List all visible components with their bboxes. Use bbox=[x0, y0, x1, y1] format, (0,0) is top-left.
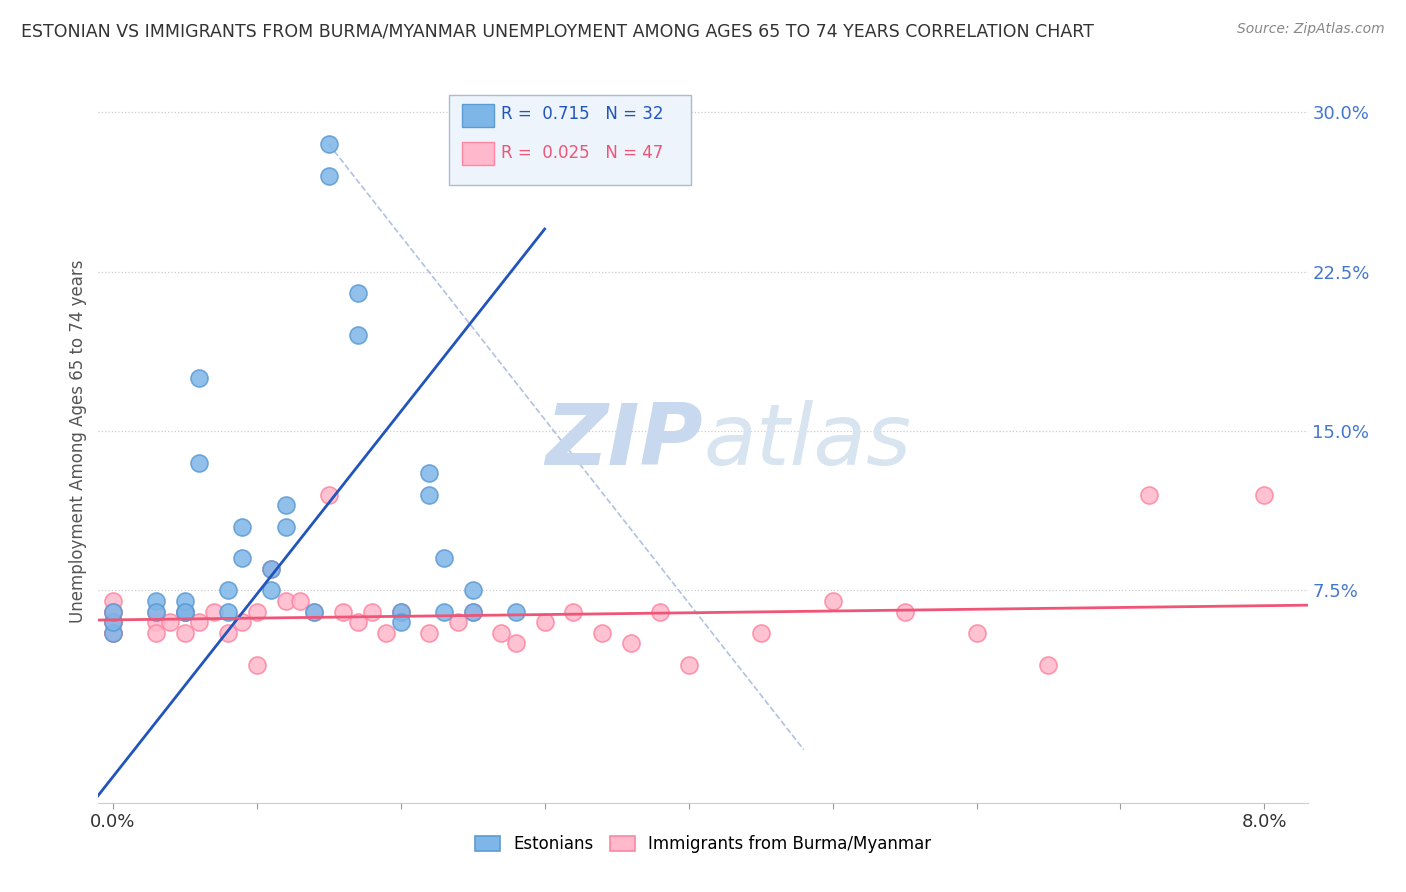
Point bbox=[491, 625, 513, 640]
Point bbox=[447, 615, 470, 630]
Legend: Estonians, Immigrants from Burma/Myanmar: Estonians, Immigrants from Burma/Myanmar bbox=[468, 828, 938, 860]
Point bbox=[145, 605, 167, 619]
Point bbox=[389, 605, 412, 619]
Point bbox=[260, 562, 283, 576]
Point bbox=[145, 615, 167, 630]
Point bbox=[101, 605, 124, 619]
Point bbox=[274, 519, 297, 533]
Point bbox=[231, 615, 253, 630]
Point bbox=[648, 605, 671, 619]
Point bbox=[145, 625, 167, 640]
Point bbox=[188, 371, 211, 385]
Point bbox=[231, 551, 253, 566]
Point bbox=[173, 625, 195, 640]
Point bbox=[966, 625, 988, 640]
Point bbox=[318, 136, 340, 151]
Point bbox=[173, 605, 195, 619]
Text: atlas: atlas bbox=[703, 400, 911, 483]
Point bbox=[101, 625, 124, 640]
Point bbox=[159, 615, 181, 630]
Point bbox=[332, 605, 354, 619]
Point bbox=[101, 605, 124, 619]
Point bbox=[389, 605, 412, 619]
Point bbox=[173, 594, 195, 608]
Point bbox=[260, 583, 283, 598]
Point bbox=[433, 605, 456, 619]
FancyBboxPatch shape bbox=[463, 104, 494, 128]
Point bbox=[217, 625, 239, 640]
Text: Source: ZipAtlas.com: Source: ZipAtlas.com bbox=[1237, 22, 1385, 37]
Y-axis label: Unemployment Among Ages 65 to 74 years: Unemployment Among Ages 65 to 74 years bbox=[69, 260, 87, 624]
Point bbox=[591, 625, 613, 640]
Point bbox=[346, 285, 368, 300]
Point bbox=[1253, 488, 1275, 502]
Point bbox=[101, 594, 124, 608]
Point bbox=[893, 605, 915, 619]
Point bbox=[418, 625, 440, 640]
Point bbox=[433, 551, 456, 566]
Point bbox=[188, 456, 211, 470]
Point bbox=[101, 615, 124, 630]
Point bbox=[389, 615, 412, 630]
Point bbox=[101, 605, 124, 619]
Point bbox=[288, 594, 311, 608]
Point bbox=[461, 583, 484, 598]
Point bbox=[318, 488, 340, 502]
Point bbox=[173, 605, 195, 619]
Point bbox=[145, 605, 167, 619]
Point bbox=[246, 605, 269, 619]
Point bbox=[173, 605, 195, 619]
Point bbox=[101, 625, 124, 640]
Point bbox=[346, 615, 368, 630]
Point bbox=[274, 498, 297, 512]
Point bbox=[188, 615, 211, 630]
Point bbox=[346, 328, 368, 343]
Point bbox=[217, 583, 239, 598]
FancyBboxPatch shape bbox=[449, 95, 690, 185]
Point bbox=[101, 615, 124, 630]
Point bbox=[562, 605, 585, 619]
Point bbox=[202, 605, 225, 619]
Point bbox=[260, 562, 283, 576]
Text: ZIP: ZIP bbox=[546, 400, 703, 483]
Point bbox=[1137, 488, 1160, 502]
Point bbox=[274, 594, 297, 608]
Point bbox=[620, 636, 643, 650]
Point bbox=[101, 615, 124, 630]
Point bbox=[418, 467, 440, 481]
Point bbox=[461, 605, 484, 619]
Point bbox=[217, 605, 239, 619]
Text: R =  0.025   N = 47: R = 0.025 N = 47 bbox=[501, 144, 664, 161]
Point bbox=[304, 605, 326, 619]
Point bbox=[361, 605, 384, 619]
FancyBboxPatch shape bbox=[463, 142, 494, 165]
Point bbox=[749, 625, 772, 640]
Point bbox=[533, 615, 555, 630]
Point bbox=[1038, 657, 1060, 672]
Point bbox=[304, 605, 326, 619]
Point bbox=[318, 169, 340, 183]
Point bbox=[505, 636, 527, 650]
Point bbox=[101, 625, 124, 640]
Point bbox=[461, 605, 484, 619]
Point bbox=[375, 625, 398, 640]
Point bbox=[418, 488, 440, 502]
Point bbox=[231, 519, 253, 533]
Point bbox=[678, 657, 700, 672]
Point bbox=[821, 594, 844, 608]
Text: ESTONIAN VS IMMIGRANTS FROM BURMA/MYANMAR UNEMPLOYMENT AMONG AGES 65 TO 74 YEARS: ESTONIAN VS IMMIGRANTS FROM BURMA/MYANMA… bbox=[21, 22, 1094, 40]
Text: R =  0.715   N = 32: R = 0.715 N = 32 bbox=[501, 105, 664, 123]
Point bbox=[246, 657, 269, 672]
Point bbox=[145, 594, 167, 608]
Point bbox=[505, 605, 527, 619]
